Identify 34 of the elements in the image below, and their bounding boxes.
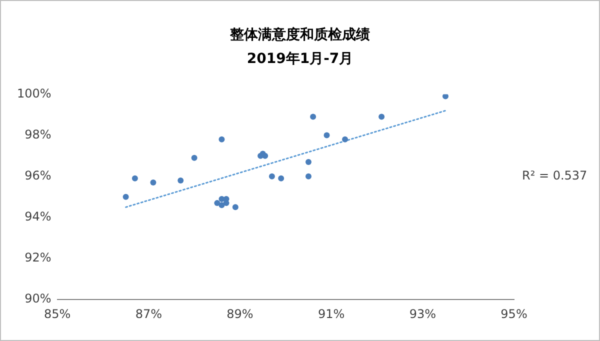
y-tick-label: 100% xyxy=(16,86,52,100)
point xyxy=(305,158,312,165)
x-tick-label: 95% xyxy=(500,306,528,321)
point xyxy=(150,180,156,186)
point xyxy=(178,177,184,184)
point xyxy=(442,94,448,100)
x-tick-label: 85% xyxy=(44,306,71,321)
y-tick-label: 92% xyxy=(24,250,52,265)
y-tick-label: 96% xyxy=(24,168,52,182)
x-tick-label: 87% xyxy=(135,306,162,321)
point xyxy=(232,204,238,210)
x-tick-label: 93% xyxy=(409,306,436,321)
point xyxy=(191,154,198,161)
point xyxy=(310,114,316,120)
point xyxy=(378,114,385,120)
x-tick-label: 89% xyxy=(226,306,254,321)
point xyxy=(218,202,225,208)
y-tick-label: 98% xyxy=(24,127,52,142)
y-tick-label: 90% xyxy=(24,292,52,306)
point xyxy=(305,173,312,180)
x-tick-label: 91% xyxy=(318,306,345,321)
point xyxy=(278,175,284,182)
chart-title: 整体满意度和质检成绩 xyxy=(229,26,371,45)
point xyxy=(122,194,129,200)
point xyxy=(132,175,138,182)
text: R² = 0.537 xyxy=(522,168,588,182)
point xyxy=(262,152,268,159)
point xyxy=(342,136,348,142)
point xyxy=(218,136,225,142)
point xyxy=(324,132,330,138)
point xyxy=(268,173,275,180)
point xyxy=(214,200,220,206)
y-tick-label: 94% xyxy=(24,210,52,224)
chart-subtitle: 2019年1月-7月 xyxy=(246,50,354,69)
